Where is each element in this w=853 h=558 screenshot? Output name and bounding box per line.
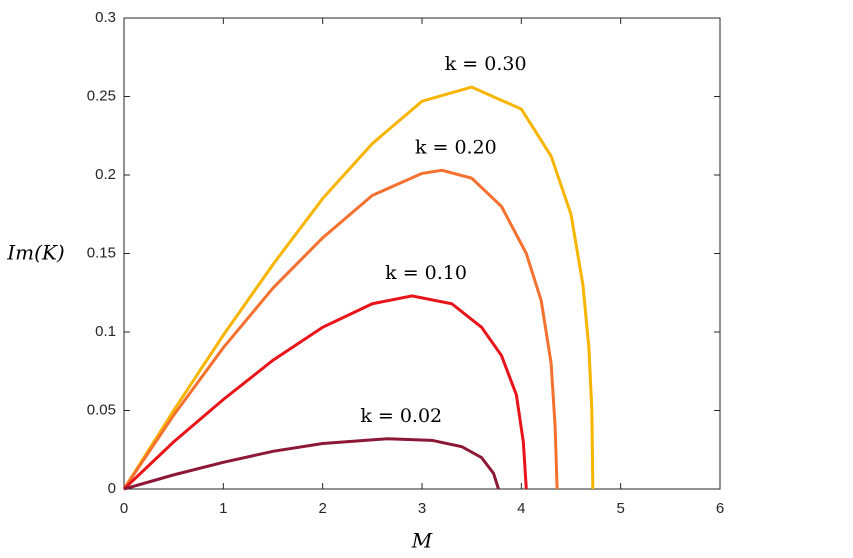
curve-label: k = 0.20 bbox=[415, 136, 497, 158]
series-line bbox=[122, 85, 595, 490]
y-tick-label: 0.3 bbox=[95, 9, 116, 26]
curve-label: k = 0.10 bbox=[385, 262, 467, 284]
y-tick-label: 0.2 bbox=[95, 166, 116, 183]
y-tick-label: 0.25 bbox=[87, 87, 116, 104]
series-line bbox=[123, 437, 500, 491]
x-tick-label: 5 bbox=[616, 500, 624, 517]
y-tick-label: 0 bbox=[108, 480, 116, 497]
x-tick-label: 0 bbox=[120, 500, 128, 517]
x-tick-label: 3 bbox=[418, 500, 426, 517]
x-tick-label: 6 bbox=[716, 500, 724, 517]
y-tick-label: 0.05 bbox=[87, 401, 116, 418]
x-tick-label: 2 bbox=[318, 500, 326, 517]
x-tick-label: 1 bbox=[219, 500, 227, 517]
y-tick-label: 0.15 bbox=[87, 244, 116, 261]
series-line bbox=[122, 168, 559, 490]
x-tick-label: 4 bbox=[517, 500, 525, 517]
series-line bbox=[122, 294, 528, 491]
y-axis-label: Im(K) bbox=[6, 241, 64, 265]
x-axis-label: M bbox=[411, 529, 433, 553]
y-tick-label: 0.1 bbox=[95, 323, 116, 340]
curve-label: k = 0.30 bbox=[445, 53, 527, 75]
curve-label: k = 0.02 bbox=[360, 405, 442, 427]
